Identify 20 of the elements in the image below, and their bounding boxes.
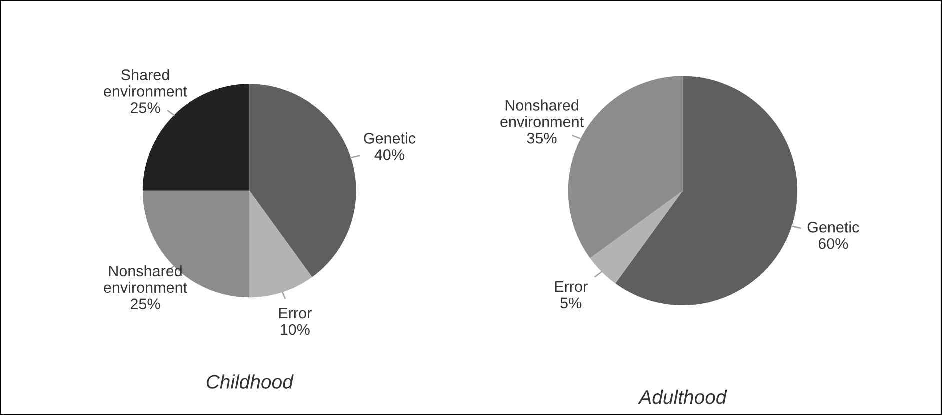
pie-slice (250, 84, 356, 278)
text: Adulthood (638, 390, 728, 404)
data-label: 40% (374, 150, 404, 160)
data-label: 60% (818, 238, 848, 250)
data-label: 25% (130, 102, 160, 114)
data-label: 25% (130, 298, 160, 310)
pie-slice (590, 190, 683, 284)
pie-slice (250, 190, 312, 298)
data-label: 10% (281, 324, 310, 336)
text: Childhood (206, 374, 294, 389)
slice-label: Genetic (364, 132, 416, 144)
slice-label: Error (555, 281, 588, 292)
pie-slice (616, 76, 798, 306)
data-label: 5% (560, 298, 582, 309)
slice-label: Genetic (808, 222, 860, 233)
slice-label: Shared environment (104, 69, 188, 97)
slice-label: Nonshared environment (500, 100, 584, 128)
slice-label: Nonshared environment (104, 265, 188, 294)
slice-label: Error (279, 308, 312, 319)
data-label: 35% (527, 132, 557, 144)
